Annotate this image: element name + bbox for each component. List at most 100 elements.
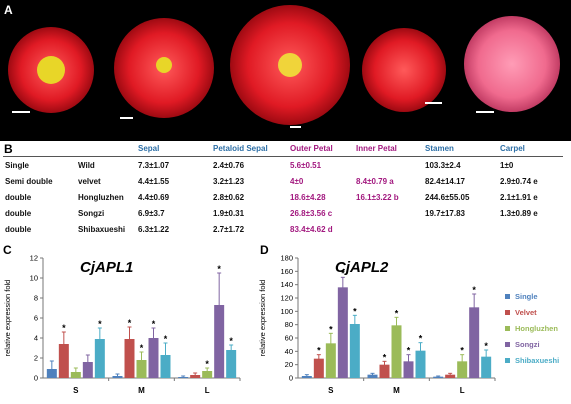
y-tick-label: 60 — [285, 334, 293, 343]
significance-mark: * — [205, 359, 209, 369]
cell-stamen: 244.6±55.05 — [425, 192, 470, 202]
flower-photos-panel: A — [0, 0, 571, 141]
significance-mark: * — [62, 323, 66, 333]
bar-velvet — [58, 344, 69, 378]
flower-songzi — [362, 28, 446, 112]
y-tick-label: 160 — [280, 267, 293, 276]
cell-petaloid: 2.4±0.76 — [213, 160, 245, 170]
cell-petaloid: 3.2±1.23 — [213, 176, 245, 186]
row-cultivar: Wild — [78, 160, 95, 170]
significance-mark: * — [229, 336, 233, 346]
y-tick-label: 180 — [280, 254, 293, 263]
legend-label: Single — [515, 292, 538, 301]
legend-swatch — [505, 342, 510, 347]
bar-velvet — [313, 358, 324, 378]
scale-bar — [476, 111, 494, 113]
y-tick-label: 0 — [289, 374, 293, 383]
legend-swatch — [505, 326, 510, 331]
cell-outer-petal: 26.8±3.56 c — [290, 208, 333, 218]
legend-label: Velvet — [515, 308, 537, 317]
significance-mark: * — [460, 346, 464, 356]
y-tick-label: 12 — [30, 254, 38, 263]
row-cultivar: Hongluzhen — [78, 192, 124, 202]
y-tick-label: 100 — [280, 307, 293, 316]
significance-mark: * — [484, 341, 488, 351]
row-cultivar: velvet — [78, 176, 101, 186]
bar-shibaxueshi — [481, 356, 492, 378]
bar-hongluzhen — [457, 361, 468, 378]
bar-single — [367, 374, 378, 378]
row-type: double — [5, 208, 32, 218]
legend-label: Songzi — [515, 340, 540, 349]
scale-bar — [425, 102, 442, 104]
panel-label-c: C — [3, 243, 12, 257]
x-tick-label: S — [328, 386, 334, 395]
flower-photos — [8, 5, 560, 125]
flower-shibaxueshi — [464, 16, 560, 112]
cell-inner-petal — [354, 205, 423, 221]
row-type: double — [5, 192, 32, 202]
bar-songzi — [403, 361, 414, 378]
significance-mark: * — [353, 306, 357, 316]
bar-shibaxueshi — [415, 350, 426, 378]
cell-petaloid: 1.9±0.31 — [213, 208, 245, 218]
y-tick-label: 2 — [34, 354, 38, 363]
cell-inner-petal: 16.1±3.22 b — [356, 192, 399, 202]
cell-inner-petal — [354, 221, 423, 237]
y-axis-label: relative expression fold — [3, 280, 12, 357]
significance-mark: * — [407, 346, 411, 356]
chart-title: CjAPL1 — [80, 259, 133, 276]
table-header-row: Sepal Petaloid Sepal Outer Petal Inner P… — [3, 141, 563, 157]
bar-shibaxueshi — [94, 339, 105, 378]
y-tick-label: 120 — [280, 294, 293, 303]
y-axis-label: relative expression fold — [258, 280, 267, 357]
bar-velvet — [379, 364, 390, 378]
significance-mark: * — [128, 318, 132, 328]
table-row: double Hongluzhen 4.4±0.69 2.8±0.62 18.6… — [3, 189, 563, 205]
organ-count-panel: B Sepal Petaloid Sepal Outer Petal Inner… — [0, 141, 571, 241]
y-tick-label: 6 — [34, 314, 38, 323]
bar-shibaxueshi — [226, 350, 237, 378]
significance-mark: * — [317, 346, 321, 356]
header-stamen: Stamen — [425, 144, 454, 153]
row-cultivar: Shibaxueshi — [78, 224, 126, 234]
cell-outer-petal: 4±0 — [290, 176, 304, 186]
header-carpel: Carpel — [500, 144, 525, 153]
scale-bar — [12, 111, 30, 113]
header-inner-petal: Inner Petal — [356, 144, 397, 153]
row-cultivar: Songzi — [78, 208, 105, 218]
row-type: double — [5, 224, 32, 234]
bar-songzi — [469, 307, 480, 378]
cell-carpel — [498, 221, 563, 237]
y-tick-label: 80 — [285, 320, 293, 329]
significance-mark: * — [164, 334, 168, 344]
cell-sepal: 6.3±1.22 — [138, 224, 170, 234]
cell-inner-petal: 8.4±0.79 a — [356, 176, 394, 186]
x-tick-label: L — [205, 386, 210, 395]
header-sepal: Sepal — [138, 144, 160, 153]
bar-songzi — [82, 362, 93, 378]
significance-mark: * — [98, 319, 102, 329]
cell-outer-petal: 18.6±4.28 — [290, 192, 326, 202]
bar-hongluzhen — [136, 360, 147, 378]
row-type: Semi double — [5, 176, 53, 186]
significance-mark: * — [217, 264, 221, 274]
header-outer-petal: Outer Petal — [290, 144, 333, 153]
chart-cjapl2: CjAPL2 relative expression fold 0 20 40 60 80 1… — [258, 254, 496, 395]
x-tick-label: M — [138, 386, 145, 395]
cell-petaloid: 2.7±1.72 — [213, 224, 245, 234]
bar-songzi — [214, 305, 225, 378]
bar-songzi — [337, 287, 348, 378]
flower-velvet — [114, 18, 214, 118]
bar-hongluzhen — [202, 371, 213, 378]
row-type: Single — [5, 160, 30, 170]
table-row: Semi double velvet 4.4±1.55 3.2±1.23 4±0… — [3, 173, 563, 189]
y-tick-label: 20 — [285, 360, 293, 369]
cell-stamen — [423, 221, 498, 237]
y-tick-label: 10 — [30, 274, 38, 283]
cell-carpel: 2.1±1.91 e — [500, 192, 538, 202]
table-row: double Songzi 6.9±3.7 1.9±0.31 26.8±3.56… — [3, 205, 563, 221]
scale-bar — [290, 126, 301, 128]
bar-songzi — [148, 338, 159, 378]
significance-mark: * — [395, 308, 399, 318]
